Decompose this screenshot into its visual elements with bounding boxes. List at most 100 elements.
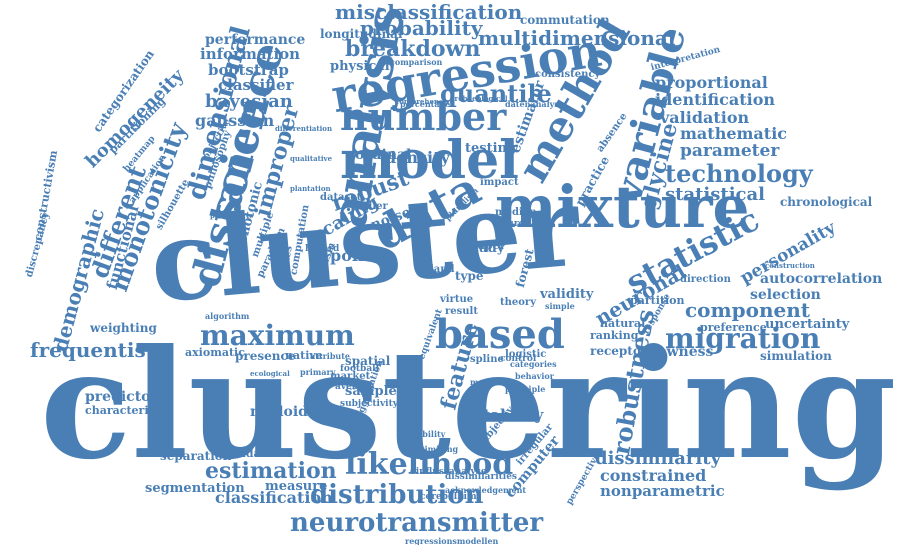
cloud-word: skewness	[640, 344, 714, 360]
cloud-word: variability	[400, 429, 446, 439]
cloud-word: neurotransmitter	[290, 508, 544, 538]
cloud-word: behavior	[515, 371, 554, 381]
cloud-word: ordinal	[355, 147, 412, 163]
cloud-word: impact	[480, 177, 519, 188]
cloud-word: football	[340, 364, 379, 374]
cloud-word: principle	[505, 384, 546, 394]
cloud-word: frequentist	[30, 338, 155, 362]
cloud-word: preference	[700, 321, 767, 334]
cloud-word: type	[455, 269, 484, 283]
cloud-word: datenanalyse	[505, 99, 564, 109]
cloud-word: sample	[345, 384, 397, 399]
cloud-word: theory	[500, 297, 537, 308]
cloud-word: medoids	[250, 404, 316, 420]
cloud-word: dissimilarity	[595, 448, 722, 469]
cloud-word: proportional	[655, 73, 768, 92]
cloud-word: testing	[465, 141, 517, 156]
cloud-word: ecological	[250, 369, 290, 378]
cloud-word: receptor	[590, 344, 648, 358]
cloud-word: cerebellum	[420, 492, 477, 502]
cloud-word: discrepancy	[23, 211, 52, 279]
cloud-word: abundance	[215, 447, 283, 460]
cloud-word: primary	[300, 367, 336, 377]
cloud-word: performance	[205, 32, 306, 48]
cloud-word: nonparametric	[600, 482, 725, 500]
cloud-word: migration	[665, 322, 821, 355]
cloud-word: partition	[630, 294, 685, 307]
cloud-word: chronological	[780, 195, 873, 209]
cloud-word: multidimensional	[478, 26, 676, 50]
cloud-word: dissimilarities	[445, 472, 517, 482]
cloud-word: uncertainty	[765, 317, 850, 332]
cloud-word: consistency	[535, 69, 601, 80]
cloud-word: acknowledgement	[445, 485, 527, 495]
cloud-word: distribution	[310, 480, 484, 510]
cloud-word: einflussanalyse	[410, 467, 487, 477]
cloud-word: plantation	[290, 184, 331, 193]
cloud-word: component	[685, 298, 811, 322]
cloud-word: outlier	[350, 201, 388, 212]
cloud-word: archaeological	[450, 94, 508, 103]
cloud-word: optimising	[410, 444, 459, 454]
cloud-word: neuron	[495, 219, 532, 229]
cloud-word: estimation	[205, 458, 337, 484]
cloud-word: weighting	[90, 321, 157, 335]
cloud-word: quantile	[440, 79, 552, 108]
cloud-word: models	[470, 377, 503, 387]
cloud-word: ranking	[590, 329, 639, 342]
cloud-word: classifier	[218, 76, 294, 94]
cloud-word: regressionsmodellen	[405, 536, 499, 545]
cloud-word: result	[445, 306, 478, 317]
cloud-word: stability	[475, 406, 544, 424]
cloud-word: control	[500, 354, 537, 364]
cloud-word: attribute	[310, 351, 351, 361]
cloud-word: simple	[545, 301, 575, 311]
cloud-word: identification	[655, 90, 776, 109]
cloud-word: mixture	[495, 173, 750, 241]
cloud-word: subjectivity	[340, 399, 398, 409]
cloud-word: qualitative	[290, 154, 333, 163]
cloud-word: maximum	[200, 319, 355, 352]
cloud-word: differentiation	[275, 124, 333, 133]
cloud-word: direction	[680, 274, 731, 285]
cloud-word: native	[285, 349, 323, 362]
cloud-word: likelihood	[345, 447, 514, 482]
cloud-word: characteristic	[85, 404, 171, 417]
cloud-word: median	[495, 207, 537, 218]
cloud-word: construction	[765, 261, 815, 270]
cloud-word: measure	[265, 479, 328, 494]
cloud-word: model	[340, 130, 519, 191]
cloud-word: comprehensive	[395, 97, 455, 106]
cloud-word: longitudinal	[320, 27, 403, 41]
cloud-word: commutation	[520, 13, 610, 27]
cloud-word: bootstrap	[208, 61, 289, 79]
cloud-word: number	[340, 94, 507, 139]
cloud-word: separation	[160, 449, 232, 463]
cloud-word: bayesian	[205, 91, 293, 112]
cloud-word: natural	[600, 317, 646, 330]
cloud-word: clustering	[40, 317, 897, 493]
cloud-word: average	[335, 382, 375, 392]
cloud-word: market	[330, 371, 371, 382]
cloud-word: comparison	[390, 57, 443, 67]
cloud-word: categories	[510, 359, 557, 369]
cloud-word: technology	[665, 159, 813, 188]
cloud-word: simulation	[760, 349, 832, 363]
cloud-word: validity	[540, 287, 594, 302]
cloud-word: autocorrelation	[760, 271, 883, 287]
cloud-word: selection	[750, 287, 821, 303]
cloud-word: axiomatic	[185, 346, 245, 359]
cloud-word: constrained	[600, 466, 707, 485]
cloud-word: study	[465, 241, 505, 256]
cloud-word: density	[385, 148, 450, 167]
cloud-word: physical	[330, 59, 390, 74]
cloud-word: presence	[235, 349, 296, 363]
cloud-word: algorithm	[205, 311, 250, 321]
cloud-word: spline	[470, 354, 504, 365]
cloud-word: point	[330, 246, 377, 265]
cloud-word: misclassification	[335, 0, 523, 24]
cloud-word: predictor	[85, 389, 158, 405]
cloud-word: probability	[360, 16, 483, 40]
cloud-word: statistical	[665, 184, 766, 205]
